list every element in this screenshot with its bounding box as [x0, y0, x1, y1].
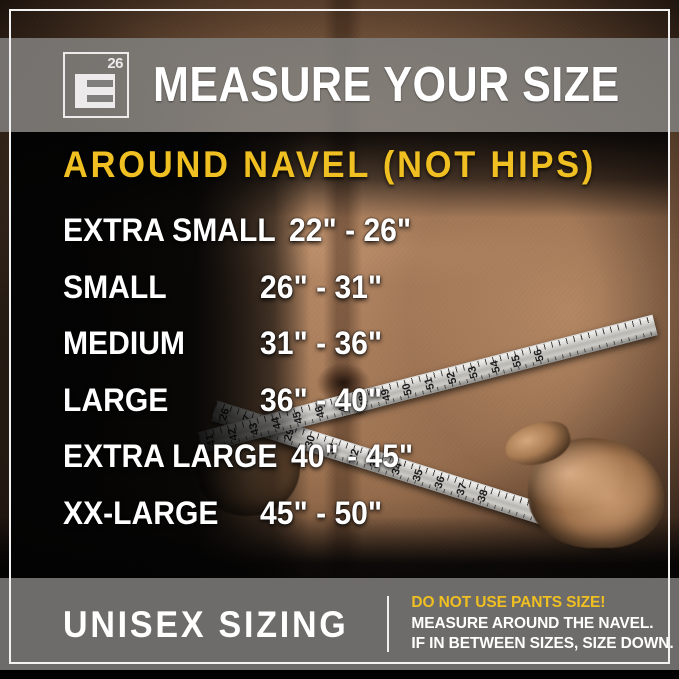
size-label: MEDIUM — [63, 325, 185, 361]
size-label: EXTRA SMALL — [63, 212, 276, 248]
page-title: MEASURE YOUR SIZE — [153, 57, 620, 112]
size-value: 26" - 31" — [260, 268, 383, 305]
footer-content: UNISEX SIZING DO NOT USE PANTS SIZE! MEA… — [0, 578, 679, 670]
size-label: XX-LARGE — [63, 494, 219, 531]
tape-graduation: 38 — [475, 487, 491, 504]
footer-notes: DO NOT USE PANTS SIZE! MEASURE AROUND TH… — [411, 593, 679, 655]
subtitle: AROUND NAVEL (NOT HIPS) — [63, 144, 597, 185]
size-label: EXTRA LARGE — [63, 438, 278, 474]
tape-graduation: 55 — [509, 353, 525, 368]
table-row: EXTRA SMALL 22" - 26" — [63, 214, 443, 271]
tape-graduation: 54 — [487, 358, 503, 374]
size-value: 45" - 50" — [260, 494, 383, 531]
footer-divider — [387, 596, 390, 652]
footer-bar: UNISEX SIZING DO NOT USE PANTS SIZE! MEA… — [0, 578, 679, 670]
size-label: LARGE — [63, 381, 169, 418]
tape-graduation: 53 — [466, 364, 481, 380]
size-value: 31" - 36" — [260, 325, 383, 361]
bottom-black-strip — [0, 670, 679, 679]
footer-note-line-1: MEASURE AROUND THE NAVEL. — [411, 614, 654, 632]
table-row: XX-LARGE 45" - 50" — [63, 497, 443, 554]
footer-heading: UNISEX SIZING — [63, 603, 349, 645]
logo-e-block — [75, 74, 115, 108]
size-label: SMALL — [63, 268, 167, 305]
footer-note-line-2: IF IN BETWEEN SIZES, SIZE DOWN. — [411, 635, 674, 653]
tape-graduation: 37 — [454, 480, 470, 497]
table-row: EXTRA LARGE 40" - 45" — [63, 440, 443, 497]
logo-e-notch-bottom — [87, 95, 113, 102]
tape-graduation: 56 — [531, 347, 547, 363]
tape-graduation: 52 — [444, 370, 459, 385]
e26-logo-icon: 26 — [63, 52, 129, 118]
size-list-scrim — [10, 132, 310, 580]
footer-warning: DO NOT USE PANTS SIZE! — [411, 594, 606, 612]
logo-superscript-26: 26 — [107, 55, 123, 72]
table-row: MEDIUM 31" - 36" — [63, 327, 443, 384]
table-row: LARGE 36" - 40" — [63, 384, 443, 441]
size-value: 36" - 40" — [260, 381, 383, 418]
size-value: 22" - 26" — [289, 212, 412, 248]
size-value: 40" - 45" — [291, 438, 414, 474]
header-bar: 26 MEASURE YOUR SIZE — [0, 38, 679, 132]
size-chart-table: EXTRA SMALL 22" - 26" SMALL 26" - 31" ME… — [63, 214, 443, 553]
logo-e-notch-top — [87, 80, 113, 87]
table-row: SMALL 26" - 31" — [63, 271, 443, 328]
